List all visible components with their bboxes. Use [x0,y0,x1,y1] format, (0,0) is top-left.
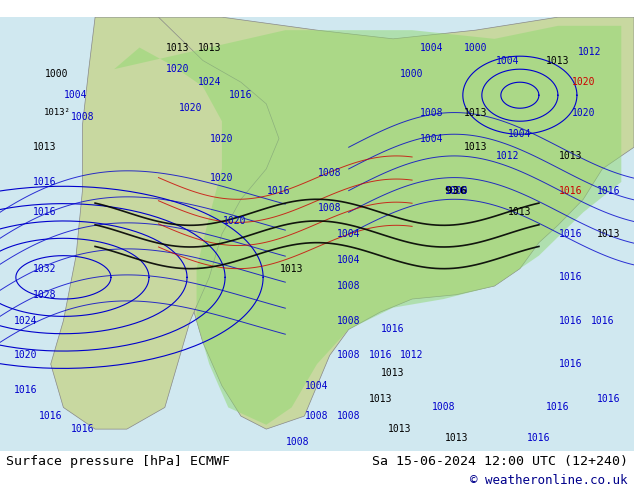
Text: 1013: 1013 [165,43,190,52]
Text: 1008: 1008 [337,411,361,421]
Text: 1008: 1008 [305,411,329,421]
Text: 1016: 1016 [13,385,37,395]
Text: 1013: 1013 [280,264,304,274]
Polygon shape [51,17,279,429]
Text: 1016: 1016 [70,424,94,434]
Text: 1016: 1016 [559,186,583,196]
Text: 1013²: 1013² [44,108,70,117]
Text: 1016: 1016 [546,402,570,413]
Text: 1004: 1004 [508,129,532,139]
Text: 1016: 1016 [559,229,583,239]
Text: 1016: 1016 [597,394,621,404]
Text: 1016: 1016 [559,316,583,326]
Text: 1024: 1024 [13,316,37,326]
Text: 1016: 1016 [559,272,583,282]
Text: 1012: 1012 [495,151,519,161]
Text: 1004: 1004 [419,134,443,144]
Text: 1016: 1016 [267,186,291,196]
Text: 1000: 1000 [463,43,488,52]
Text: 1020: 1020 [13,350,37,361]
Text: 1000: 1000 [400,69,424,78]
Text: 1013: 1013 [597,229,621,239]
Text: 1013: 1013 [197,43,221,52]
Text: 1032: 1032 [32,264,56,274]
Text: 1008: 1008 [432,402,456,413]
Text: 1020: 1020 [165,64,190,74]
Text: 1008: 1008 [337,350,361,361]
Text: Sa 15-06-2024 12:00 UTC (12+240): Sa 15-06-2024 12:00 UTC (12+240) [372,455,628,468]
Text: 1016: 1016 [590,316,614,326]
Text: 1012: 1012 [400,350,424,361]
Text: Surface pressure [hPa] ECMWF: Surface pressure [hPa] ECMWF [6,455,230,468]
Text: 1016: 1016 [368,350,392,361]
Text: 1008: 1008 [318,203,342,213]
Text: 1004: 1004 [419,43,443,52]
Text: 1016: 1016 [39,411,63,421]
Text: 1020: 1020 [210,172,234,183]
Text: 1004: 1004 [337,229,361,239]
Text: 1000: 1000 [444,186,469,196]
Text: © weatheronline.co.uk: © weatheronline.co.uk [470,474,628,487]
Text: 1008: 1008 [337,316,361,326]
Text: 1013: 1013 [387,424,411,434]
Text: 1016: 1016 [597,186,621,196]
Text: 1008: 1008 [419,107,443,118]
Text: 1020: 1020 [210,134,234,144]
Text: 1016: 1016 [381,324,405,334]
Text: 1016: 1016 [229,90,253,100]
Text: 1008: 1008 [286,437,310,447]
Text: 1028: 1028 [32,290,56,300]
Polygon shape [114,26,621,425]
Text: 936: 936 [445,186,468,196]
Text: 1013: 1013 [508,207,532,217]
Text: 1004: 1004 [64,90,88,100]
Text: 1016: 1016 [32,207,56,217]
Text: 1020: 1020 [223,216,247,226]
Text: 1016: 1016 [527,433,551,443]
Text: 1013: 1013 [463,142,488,152]
Polygon shape [139,17,634,429]
Text: 1016: 1016 [559,359,583,369]
Text: 1024: 1024 [197,77,221,87]
Text: 1000: 1000 [45,69,69,78]
Text: 1008: 1008 [318,168,342,178]
Text: 1013: 1013 [444,433,469,443]
Text: 1004: 1004 [305,381,329,391]
Text: 1012: 1012 [578,47,602,57]
Text: 1004: 1004 [495,55,519,66]
Text: 1020: 1020 [178,103,202,113]
Text: 1004: 1004 [337,255,361,265]
Text: 1013: 1013 [463,107,488,118]
Text: 1016: 1016 [32,177,56,187]
Text: 1013: 1013 [546,55,570,66]
Text: 1008: 1008 [337,281,361,291]
Text: 1020: 1020 [571,107,595,118]
Text: 1013: 1013 [32,142,56,152]
Text: 1013: 1013 [368,394,392,404]
Text: 1013: 1013 [381,368,405,378]
Text: 1008: 1008 [70,112,94,122]
Text: 1020: 1020 [571,77,595,87]
Text: 1013: 1013 [559,151,583,161]
